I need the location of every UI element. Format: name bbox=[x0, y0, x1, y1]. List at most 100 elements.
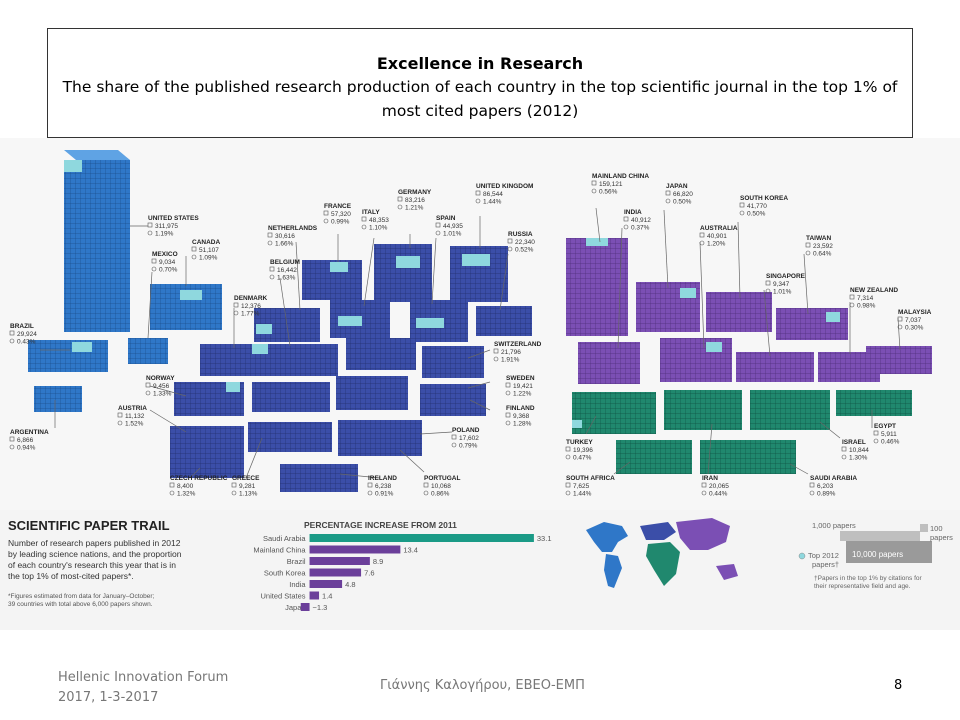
slide-title: Excellence in Research bbox=[376, 54, 584, 73]
top-share-icon bbox=[873, 438, 879, 444]
block-belgium bbox=[268, 344, 338, 376]
bar-category-label: Brazil bbox=[287, 557, 306, 566]
papers-icon bbox=[565, 446, 571, 452]
bar-value-label: 1.4 bbox=[322, 592, 332, 601]
country-name: GREECE bbox=[232, 475, 260, 482]
country-share: 1.52% bbox=[125, 421, 144, 428]
legend-top-label-1: Top 2012 bbox=[808, 551, 839, 560]
country-papers: 9,456 bbox=[153, 383, 170, 390]
top-share-icon bbox=[9, 444, 15, 450]
country-name: NORWAY bbox=[146, 375, 175, 382]
country-share: 0.56% bbox=[599, 189, 618, 196]
trail-title: SCIENTIFIC PAPER TRAIL bbox=[8, 518, 170, 533]
country-papers: 40,901 bbox=[707, 233, 727, 240]
bar-category-label: Saudi Arabia bbox=[263, 534, 306, 543]
bar-mainland-china bbox=[309, 545, 401, 554]
top-share-icon bbox=[809, 490, 815, 496]
papers-icon bbox=[147, 222, 153, 228]
bar-row-india: India 4.8 bbox=[289, 580, 356, 589]
country-name: FRANCE bbox=[324, 203, 352, 210]
top-share-icon bbox=[739, 210, 745, 216]
papers-icon bbox=[169, 482, 175, 488]
papers-icon bbox=[805, 242, 811, 248]
country-share: 1.33% bbox=[153, 391, 172, 398]
bar-row-united-states: United States 1.4 bbox=[261, 591, 332, 601]
bar-value-label: 4.8 bbox=[345, 580, 355, 589]
country-share: 1.44% bbox=[573, 491, 592, 498]
country-papers: 20,065 bbox=[709, 483, 729, 490]
bar-row-mainland-china: Mainland China 13.4 bbox=[253, 545, 418, 555]
country-share: 1.32% bbox=[177, 491, 196, 498]
country-name: BELGIUM bbox=[270, 259, 300, 266]
country-share: 1.77% bbox=[241, 311, 260, 318]
top-share-icon bbox=[475, 198, 481, 204]
country-name: AUSTRALIA bbox=[700, 225, 738, 232]
country-papers: 44,935 bbox=[443, 223, 463, 230]
bar-saudi-arabia bbox=[309, 534, 534, 542]
papers-icon bbox=[505, 412, 511, 418]
country-papers: 51,107 bbox=[199, 247, 219, 254]
country-papers: 16,442 bbox=[277, 267, 297, 274]
country-share: 1.30% bbox=[849, 455, 868, 462]
top-share-icon bbox=[849, 302, 855, 308]
top-share-icon bbox=[231, 490, 237, 496]
country-share: 0.47% bbox=[573, 455, 592, 462]
country-papers: 19,421 bbox=[513, 383, 533, 390]
country-name: EGYPT bbox=[874, 423, 896, 430]
block-iran bbox=[664, 390, 742, 430]
papers-icon bbox=[397, 196, 403, 202]
blocks-americas bbox=[28, 150, 222, 412]
country-papers: 9,034 bbox=[159, 259, 176, 266]
bar-india bbox=[309, 580, 343, 588]
country-name: IRELAND bbox=[368, 475, 397, 482]
top-share-icon bbox=[591, 188, 597, 194]
block-russia bbox=[476, 306, 532, 336]
block-center-3 bbox=[336, 376, 408, 410]
block-poland bbox=[338, 420, 422, 456]
country-share: 0.52% bbox=[515, 247, 534, 254]
country-name: NEW ZEALAND bbox=[850, 287, 898, 294]
legend-note-2: their representative field and age. bbox=[814, 583, 911, 590]
footer-left: Hellenic Innovation Forum 2017, 1-3-2017 bbox=[58, 668, 228, 708]
country-papers: 57,320 bbox=[331, 211, 351, 218]
bar-brazil bbox=[309, 557, 370, 565]
top-share-icon bbox=[269, 274, 275, 280]
title-box: Excellence in Research The share of the … bbox=[47, 28, 913, 138]
block-center-2 bbox=[252, 382, 330, 412]
block-egypt bbox=[836, 390, 912, 416]
bar-row-saudi-arabia: Saudi Arabia 33.1 bbox=[263, 534, 552, 543]
country-papers: 6,866 bbox=[17, 437, 34, 444]
papers-icon bbox=[565, 482, 571, 488]
country-share: 1.28% bbox=[513, 421, 532, 428]
top-share-icon bbox=[191, 254, 197, 260]
country-share: 1.66% bbox=[275, 241, 294, 248]
country-share: 1.19% bbox=[155, 231, 174, 238]
bar-japan bbox=[300, 603, 310, 611]
country-papers: 159,121 bbox=[599, 181, 623, 188]
country-name: INDIA bbox=[624, 209, 642, 216]
country-name: SAUDI ARABIA bbox=[810, 475, 857, 482]
bar-category-label: Japan bbox=[285, 603, 305, 612]
top-share-icon bbox=[435, 230, 441, 236]
country-name: JAPAN bbox=[666, 183, 688, 190]
papers-icon bbox=[269, 266, 275, 272]
papers-icon bbox=[323, 210, 329, 216]
block-france bbox=[302, 260, 362, 300]
legend: 1,000 papers 10,000 papers 100 papers To… bbox=[798, 521, 953, 590]
country-papers: 6,238 bbox=[375, 483, 392, 490]
country-papers: 86,544 bbox=[483, 191, 503, 198]
country-share: 0.86% bbox=[431, 491, 450, 498]
top-share-icon bbox=[765, 288, 771, 294]
